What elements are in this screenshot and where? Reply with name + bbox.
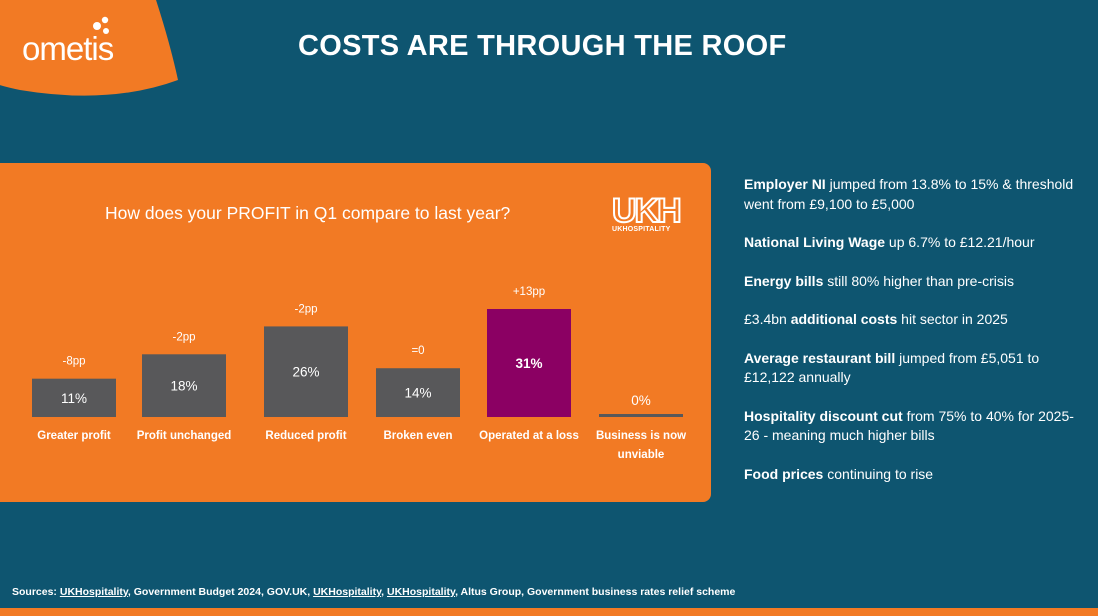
cost-note-3: £3.4bn additional costs hit sector in 20…: [744, 310, 1074, 330]
cost-note-2: Energy bills still 80% higher than pre-c…: [744, 272, 1074, 292]
bar-value-label-3: 14%: [404, 386, 431, 401]
cost-note-0: Employer NI jumped from 13.8% to 15% & t…: [744, 175, 1074, 214]
ukhospitality-logo: UKH UKHOSPITALITY: [612, 193, 684, 233]
source-text: , Altus Group, Government business rates…: [455, 586, 736, 598]
bar-change-label-2: -2pp: [294, 303, 317, 315]
cost-note-detail: continuing to rise: [823, 465, 934, 482]
cost-note-detail: still 80% higher than pre-crisis: [823, 272, 1014, 289]
bar-value-label-4: 31%: [515, 356, 542, 371]
bar-2: [264, 326, 348, 417]
brand-logo[interactable]: ometis: [22, 30, 114, 67]
bar-change-label-3: =0: [411, 345, 424, 357]
ukh-logo-subtitle: UKHOSPITALITY: [612, 226, 671, 233]
bar-1: [142, 354, 226, 417]
svg-text:UKH: UKH: [612, 193, 680, 225]
cost-note-detail: up 6.7% to £12.21/hour: [885, 234, 1035, 250]
bar-3: [376, 368, 460, 417]
cost-note-highlight: Average restaurant bill: [744, 349, 896, 366]
cost-note-6: Food prices continuing to rise: [744, 465, 1074, 485]
cost-note-detail: from 75% to 40% for 2025-26 - meaning mu…: [744, 407, 1074, 444]
cost-note-detail: hit sector in 2025: [897, 311, 1008, 327]
cost-note-highlight: Hospitality discount cut: [744, 407, 903, 424]
cost-note-5: Hospitality discount cut from 75% to 40%…: [744, 407, 1074, 446]
ukh-logo-icon: UKH: [612, 193, 683, 225]
bar-0: [32, 378, 116, 417]
cost-note-highlight: Energy bills: [744, 272, 824, 289]
bar-chart: 11% -8pp Greater profit 18% -2pp Profit uncha…: [32, 286, 686, 461]
category-label-1: Profit unchanged: [137, 430, 232, 442]
category-label-5-line-0: Business is now: [596, 430, 686, 442]
bar-5: [599, 414, 683, 417]
source-link[interactable]: UKHospitality: [313, 586, 382, 598]
bar-value-label-5: 0%: [631, 393, 651, 408]
cost-note-highlight: additional costs: [790, 311, 898, 327]
chart-panel: How does your PROFIT in Q1 compare to la…: [0, 163, 711, 502]
cost-note-detail: jumped from 13.8% to 15% & threshold wen…: [744, 176, 1074, 212]
cost-note-1: National Living Wage up 6.7% to £12.21/h…: [744, 233, 1074, 253]
bar-change-label-0: -8pp: [62, 356, 85, 368]
category-label-4: Operated at a loss: [479, 430, 579, 442]
chart-title: How does your PROFIT in Q1 compare to la…: [105, 203, 511, 223]
source-text: , Government Budget 2024, GOV.UK,: [127, 586, 314, 598]
bar-4: [487, 309, 571, 417]
sources-line: Sources: UKHospitality, Government Budge…: [12, 586, 735, 598]
cost-note-highlight: Employer NI: [744, 176, 826, 192]
cost-note-highlight: Food prices: [744, 465, 824, 482]
bar-value-label-1: 18%: [170, 379, 197, 394]
category-label-2: Reduced profit: [265, 430, 346, 442]
category-label-0: Greater profit: [37, 430, 111, 442]
page-title: COSTS ARE THROUGH THE ROOF: [298, 30, 787, 62]
logo-dots-icon: [93, 16, 109, 34]
cost-note-4: Average restaurant bill jumped from £5,0…: [744, 349, 1074, 388]
bottom-accent-strip: [0, 608, 1098, 616]
category-label-3: Broken even: [383, 430, 452, 442]
sources-prefix: Sources:: [12, 586, 60, 598]
source-text: ,: [381, 586, 387, 598]
bar-value-label-0: 11%: [61, 391, 87, 406]
source-link[interactable]: UKHospitality: [59, 586, 128, 598]
cost-note-detail: jumped from £5,051 to £12,122 annually: [744, 349, 1040, 386]
cost-note-prefix: £3.4bn: [744, 311, 791, 327]
bar-change-label-1: -2pp: [172, 331, 195, 343]
cost-note-highlight: National Living Wage: [744, 234, 886, 250]
category-label-5-line-1: unviable: [618, 449, 665, 461]
source-link[interactable]: UKHospitality: [387, 586, 456, 598]
logo-blob: [0, 0, 178, 96]
cost-notes-list: Employer NI jumped from 13.8% to 15% & t…: [744, 175, 1074, 503]
bar-value-label-2: 26%: [292, 365, 319, 380]
bar-change-label-4: +13pp: [513, 286, 545, 298]
